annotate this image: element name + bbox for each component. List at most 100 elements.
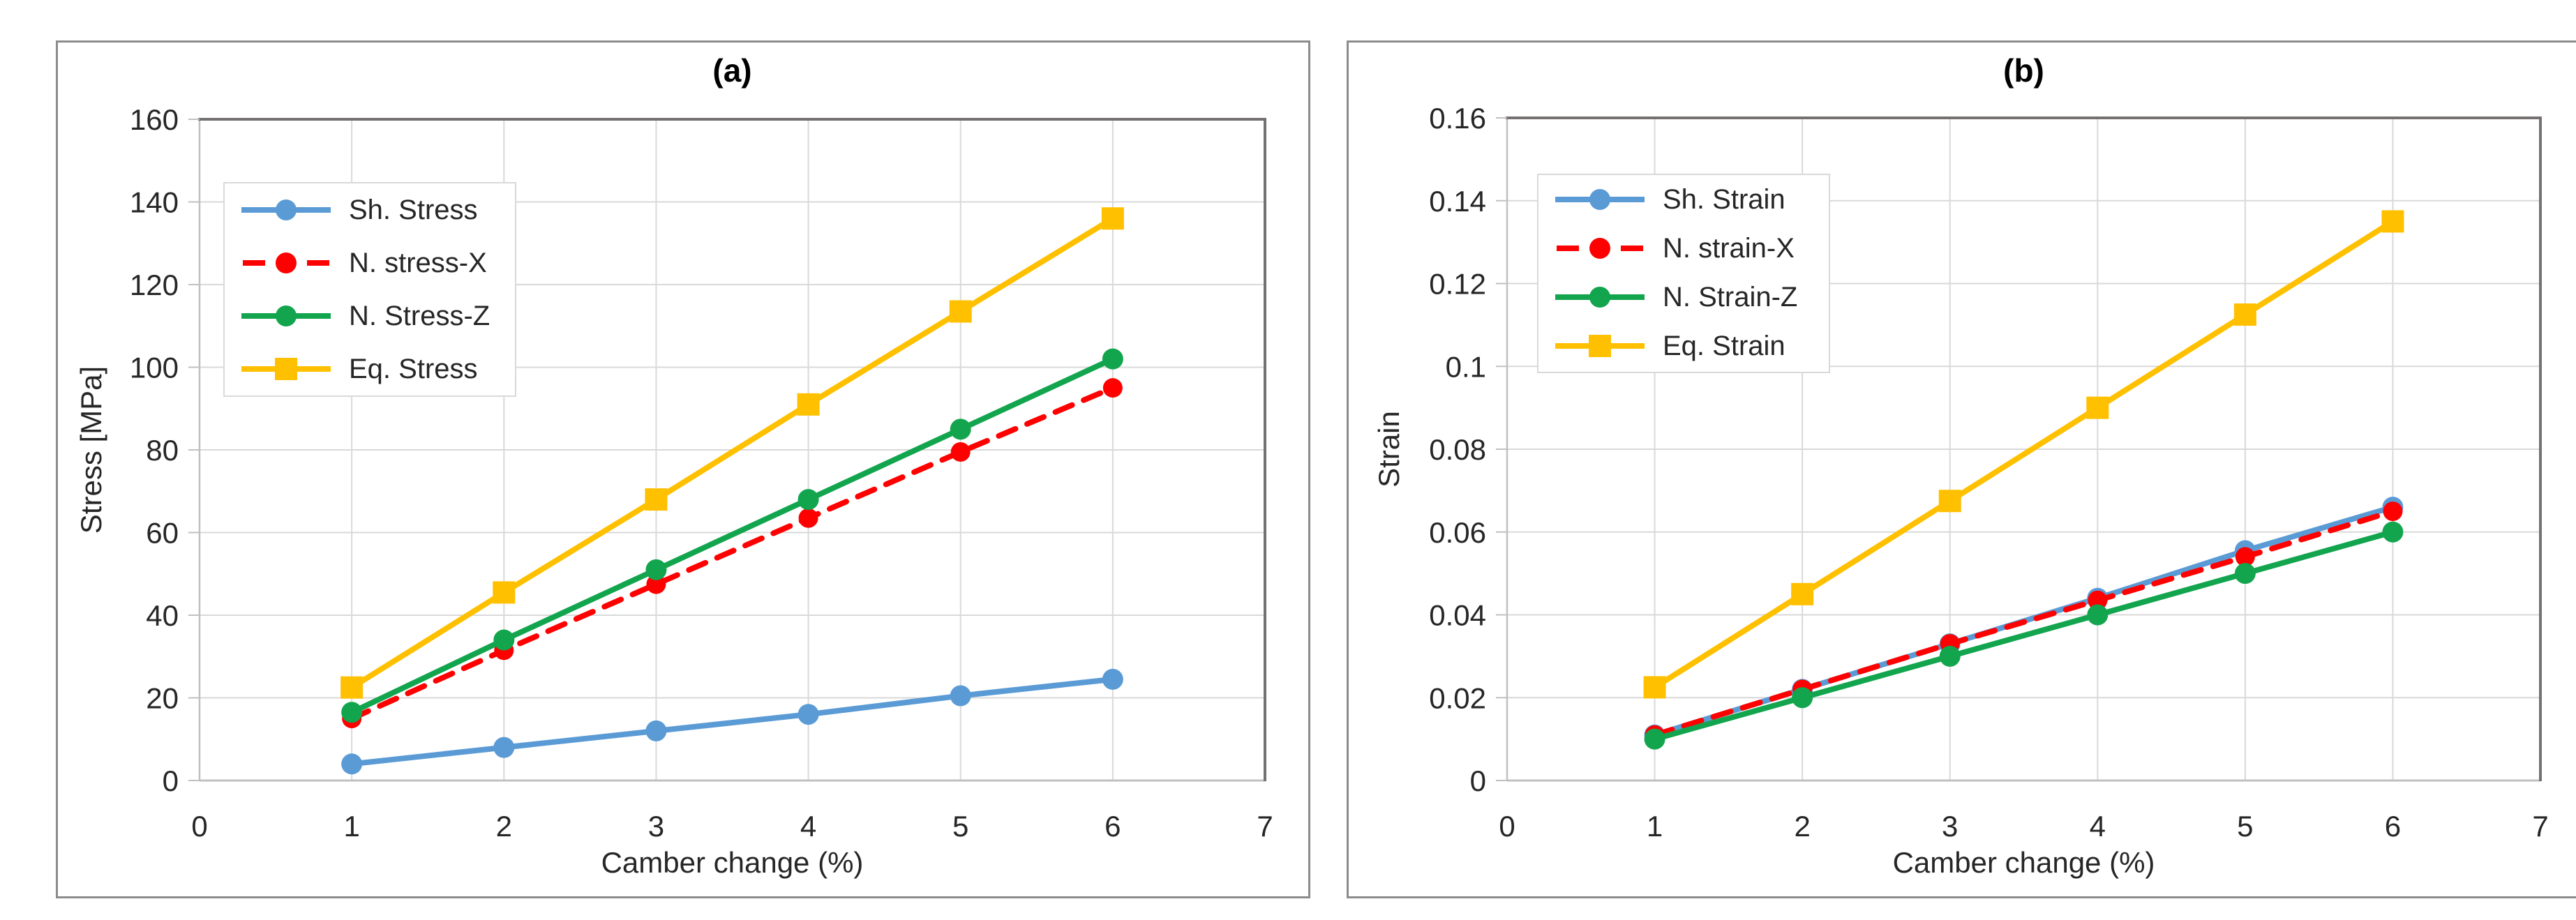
legend-label: N. Strain-Z xyxy=(1663,281,1798,312)
data-point-square xyxy=(1101,207,1124,230)
legend-item: Eq. Strain xyxy=(1551,322,1829,370)
legend-marker-circle-icon xyxy=(241,199,331,220)
data-point-square xyxy=(949,300,972,323)
x-tick-label: 7 xyxy=(2532,810,2548,843)
x-tick-label: 4 xyxy=(2090,810,2106,843)
y-tick-label: 140 xyxy=(130,186,179,219)
data-point-square xyxy=(797,393,820,416)
figure-b: (b) Strain 0 0.02 0.04 0.06 0.08 0.1 0.12 0.14 0… xyxy=(1347,40,2576,898)
legend-marker-square-icon xyxy=(241,358,331,380)
legend-label: Eq. Stress xyxy=(349,353,478,384)
data-point-circle xyxy=(493,629,515,651)
legend-b: Sh. Strain N. strain-X N. Strain-Z Eq. Stra… xyxy=(1537,174,1830,373)
y-tick-label: 80 xyxy=(146,434,179,467)
x-axis-title-a: Camber change (%) xyxy=(601,846,864,879)
legend-marker-circle-icon xyxy=(1555,287,1645,308)
x-tick-label: 2 xyxy=(496,810,512,843)
data-point-circle xyxy=(646,574,666,594)
data-point-circle xyxy=(2087,604,2109,626)
x-tick-label: 2 xyxy=(1794,810,1810,843)
series-n-stress-z xyxy=(341,348,1123,723)
x-tick-label: 6 xyxy=(1104,810,1121,843)
x-tick-label: 0 xyxy=(1499,810,1515,843)
y-tick-label: 0 xyxy=(163,764,179,797)
data-point-circle xyxy=(341,702,363,723)
data-point-square xyxy=(2381,210,2404,233)
y-tick-label: 100 xyxy=(130,352,179,384)
data-point-square xyxy=(493,581,516,604)
chart-title-b: (b) xyxy=(2003,52,2044,89)
y-tick-label: 0.16 xyxy=(1429,102,1486,135)
x-tick-label: 5 xyxy=(2237,810,2253,843)
chart-title-a: (a) xyxy=(712,52,752,89)
data-point-circle xyxy=(493,737,515,758)
data-point-circle xyxy=(2382,521,2404,543)
data-point-circle xyxy=(950,418,971,440)
data-point-circle xyxy=(797,704,819,725)
data-point-square xyxy=(1791,582,1814,605)
data-point-circle xyxy=(645,559,667,580)
y-tick-label: 0 xyxy=(1470,764,1486,797)
data-point-square xyxy=(1938,490,1961,513)
x-tick-label: 0 xyxy=(191,810,207,843)
data-point-circle xyxy=(2234,563,2256,585)
legend-marker-square-icon xyxy=(1555,335,1645,357)
data-point-square xyxy=(340,676,364,699)
x-axis-title-b: Camber change (%) xyxy=(1892,846,2155,879)
legend-label: N. stress-X xyxy=(349,247,487,278)
legend-item: Sh. Strain xyxy=(1551,175,1829,224)
axes xyxy=(188,118,1266,782)
x-tick-label: 7 xyxy=(1257,810,1273,843)
y-tick-label: 0.12 xyxy=(1429,268,1486,301)
legend-item: N. strain-X xyxy=(1551,224,1829,273)
legend-item: N. stress-X xyxy=(237,236,515,289)
y-tick-label: 160 xyxy=(130,103,179,136)
legend-marker-circle-icon xyxy=(243,252,329,273)
data-point-square xyxy=(2233,303,2256,326)
data-point-circle xyxy=(1792,687,1813,709)
y-tick-label: 0.04 xyxy=(1429,599,1486,632)
legend-item: Eq. Stress xyxy=(237,342,515,395)
legend-label: Sh. Stress xyxy=(349,194,478,225)
x-tick-label: 5 xyxy=(952,810,968,843)
data-point-circle xyxy=(798,508,818,528)
legend-label: N. strain-X xyxy=(1663,232,1795,264)
figure-a: (a) Stress [MPa] 0 20 40 60 80 100 120 140 160 0 1… xyxy=(56,40,1310,898)
series-sh-stress xyxy=(341,668,1123,775)
x-tick-label: 3 xyxy=(1942,810,1958,843)
data-point-square xyxy=(645,488,668,511)
x-tick-label: 1 xyxy=(1647,810,1663,843)
data-point-square xyxy=(2086,396,2109,419)
y-tick-label: 0.14 xyxy=(1429,185,1486,218)
data-point-circle xyxy=(2235,547,2255,567)
data-point-circle xyxy=(950,442,971,462)
y-tick-label: 60 xyxy=(146,517,179,550)
y-tick-label: 0.08 xyxy=(1429,433,1486,466)
series-eq-stress xyxy=(340,207,1124,699)
legend-label: Sh. Strain xyxy=(1663,183,1785,215)
tick-labels: 0 20 40 60 80 100 120 140 160 0 1 2 3 4 5 6 7 xyxy=(130,103,1273,843)
legend-item: Sh. Stress xyxy=(237,183,515,236)
legend-item: N. Strain-Z xyxy=(1551,273,1829,322)
legend-marker-circle-icon xyxy=(1557,238,1643,259)
legend-a: Sh. Stress N. stress-X N. Stress-Z Eq. Stre… xyxy=(223,182,516,397)
legend-label: Eq. Strain xyxy=(1663,330,1785,361)
data-point-circle xyxy=(797,489,819,511)
axes xyxy=(1496,116,2542,782)
series-n-strain-z xyxy=(1644,521,2404,750)
plot-area-b: 0 0.02 0.04 0.06 0.08 0.1 0.12 0.14 0.16 0 1 2 3 4 5 6 7 xyxy=(1429,102,2548,843)
data-point-circle xyxy=(1644,728,1665,750)
plot-area-a: 0 20 40 60 80 100 120 140 160 0 1 2 3 4 5 6 7 xyxy=(130,103,1273,843)
legend-marker-circle-icon xyxy=(241,306,331,326)
y-tick-label: 0.1 xyxy=(1446,350,1486,383)
legend-marker-circle-icon xyxy=(1555,189,1645,210)
data-point-circle xyxy=(645,720,667,741)
x-tick-label: 1 xyxy=(343,810,359,843)
legend-label: N. Stress-Z xyxy=(349,300,491,331)
y-tick-label: 0.06 xyxy=(1429,516,1486,549)
data-point-circle xyxy=(341,753,363,775)
data-point-circle xyxy=(1102,348,1123,370)
x-tick-label: 6 xyxy=(2385,810,2401,843)
y-tick-label: 20 xyxy=(146,682,179,715)
